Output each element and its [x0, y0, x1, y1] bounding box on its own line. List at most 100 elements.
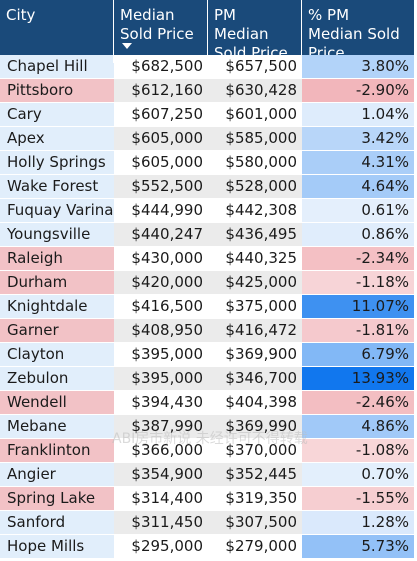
- cell-median-price: $311,450: [114, 511, 208, 534]
- table-row[interactable]: Fuquay Varina $444,990 $442,308 0.61%: [0, 199, 414, 223]
- table-row[interactable]: Pittsboro $612,160 $630,428 -2.90%: [0, 79, 414, 103]
- cell-city: Knightdale: [0, 295, 114, 318]
- table-row[interactable]: Raleigh $430,000 $440,325 -2.34%: [0, 247, 414, 271]
- column-header-median-label: Median Sold Price: [120, 6, 194, 43]
- cell-pct-pm-median: -1.55%: [302, 487, 414, 510]
- cell-city: Zebulon: [0, 367, 114, 390]
- table-row[interactable]: Spring Lake $314,400 $319,350 -1.55%: [0, 487, 414, 511]
- cell-pct-pm-median: -2.90%: [302, 79, 414, 102]
- cell-pct-pm-median: 11.07%: [302, 295, 414, 318]
- cell-city: Holly Springs: [0, 151, 114, 174]
- table-row[interactable]: Garner $408,950 $416,472 -1.81%: [0, 319, 414, 343]
- column-header-pm-median-label: PM Median Sold Price: [214, 6, 288, 62]
- table-row[interactable]: Zebulon $395,000 $346,700 13.93%: [0, 367, 414, 391]
- pct-value: -1.08%: [355, 441, 409, 459]
- cell-pct-pm-median: 0.86%: [302, 223, 414, 246]
- cell-median-price: $408,950: [114, 319, 208, 342]
- table-row[interactable]: Youngsville $440,247 $436,495 0.86%: [0, 223, 414, 247]
- cell-pct-pm-median: 3.80%: [302, 55, 414, 78]
- table-row[interactable]: Wake Forest $552,500 $528,000 4.64%: [0, 175, 414, 199]
- sort-descending-icon[interactable]: [122, 43, 132, 49]
- cell-median-price: $605,000: [114, 127, 208, 150]
- cell-pct-pm-median: 1.28%: [302, 511, 414, 534]
- pct-value: 0.86%: [361, 225, 409, 243]
- cell-pct-pm-median: -2.34%: [302, 247, 414, 270]
- cell-pct-pm-median: 4.64%: [302, 175, 414, 198]
- table-row[interactable]: Knightdale $416,500 $375,000 11.07%: [0, 295, 414, 319]
- table-row[interactable]: Durham $420,000 $425,000 -1.18%: [0, 271, 414, 295]
- table-row[interactable]: Clayton $395,000 $369,900 6.79%: [0, 343, 414, 367]
- cell-city: Durham: [0, 271, 114, 294]
- cell-pm-median-price: $346,700: [208, 367, 302, 390]
- pct-value: 13.93%: [351, 369, 409, 387]
- cell-city: Angier: [0, 463, 114, 486]
- cell-pm-median-price: $370,000: [208, 439, 302, 462]
- cell-median-price: $354,900: [114, 463, 208, 486]
- pct-value: -2.46%: [355, 393, 409, 411]
- cell-city: Hope Mills: [0, 535, 114, 558]
- table-row[interactable]: Holly Springs $605,000 $580,000 4.31%: [0, 151, 414, 175]
- pct-value: 0.61%: [361, 201, 409, 219]
- column-header-city-label: City: [6, 6, 36, 24]
- cell-city: Youngsville: [0, 223, 114, 246]
- cell-pm-median-price: $369,900: [208, 343, 302, 366]
- table-row[interactable]: Hope Mills $295,000 $279,000 5.73%: [0, 535, 414, 559]
- cell-city: Apex: [0, 127, 114, 150]
- table-row[interactable]: Sanford $311,450 $307,500 1.28%: [0, 511, 414, 535]
- cell-city: Sanford: [0, 511, 114, 534]
- cell-pct-pm-median: 4.86%: [302, 415, 414, 438]
- pct-value: -2.90%: [355, 81, 409, 99]
- cell-median-price: $552,500: [114, 175, 208, 198]
- cell-city: Clayton: [0, 343, 114, 366]
- table-row[interactable]: Mebane $387,990 $369,990 4.86%: [0, 415, 414, 439]
- table-row[interactable]: Wendell $394,430 $404,398 -2.46%: [0, 391, 414, 415]
- column-header-city[interactable]: City: [0, 0, 114, 63]
- table-row[interactable]: Apex $605,000 $585,000 3.42%: [0, 127, 414, 151]
- cell-city: Spring Lake: [0, 487, 114, 510]
- cell-pct-pm-median: 5.73%: [302, 535, 414, 558]
- pct-value: 3.80%: [361, 57, 409, 75]
- pct-value: -1.18%: [355, 273, 409, 291]
- pct-value: 1.04%: [361, 105, 409, 123]
- table-row[interactable]: Cary $607,250 $601,000 1.04%: [0, 103, 414, 127]
- table-row[interactable]: Franklinton $366,000 $370,000 -1.08%: [0, 439, 414, 463]
- pct-value: 3.42%: [361, 129, 409, 147]
- table-body: Chapel Hill $682,500 $657,500 3.80% Pittsbor…: [0, 55, 414, 559]
- cell-pm-median-price: $440,325: [208, 247, 302, 270]
- cell-median-price: $444,990: [114, 199, 208, 222]
- pct-value: -1.55%: [355, 489, 409, 507]
- cell-pm-median-price: $585,000: [208, 127, 302, 150]
- cell-median-price: $295,000: [114, 535, 208, 558]
- table-row[interactable]: Chapel Hill $682,500 $657,500 3.80%: [0, 55, 414, 79]
- cell-pct-pm-median: -2.46%: [302, 391, 414, 414]
- cell-city: Garner: [0, 319, 114, 342]
- pct-value: -2.34%: [355, 249, 409, 267]
- cell-pm-median-price: $425,000: [208, 271, 302, 294]
- table-header: City Median Sold Price PM Median Sold Pr…: [0, 0, 414, 63]
- cell-city: Mebane: [0, 415, 114, 438]
- pct-value: 4.86%: [361, 417, 409, 435]
- cell-city: Pittsboro: [0, 79, 114, 102]
- cell-median-price: $395,000: [114, 343, 208, 366]
- cell-city: Cary: [0, 103, 114, 126]
- pct-value: 0.70%: [361, 465, 409, 483]
- cell-pct-pm-median: -1.81%: [302, 319, 414, 342]
- cell-pm-median-price: $416,472: [208, 319, 302, 342]
- cell-pct-pm-median: 0.70%: [302, 463, 414, 486]
- column-header-pct-pm[interactable]: % PM Median Sold Price: [302, 0, 414, 63]
- table-row[interactable]: Angier $354,900 $352,445 0.70%: [0, 463, 414, 487]
- pct-value: 5.73%: [361, 537, 409, 555]
- column-header-median[interactable]: Median Sold Price: [114, 0, 208, 63]
- pct-value: 11.07%: [351, 297, 409, 315]
- cell-pm-median-price: $307,500: [208, 511, 302, 534]
- cell-pm-median-price: $436,495: [208, 223, 302, 246]
- cell-pm-median-price: $375,000: [208, 295, 302, 318]
- cell-median-price: $430,000: [114, 247, 208, 270]
- pct-value: 6.79%: [361, 345, 409, 363]
- cell-pct-pm-median: 4.31%: [302, 151, 414, 174]
- column-header-pm-median[interactable]: PM Median Sold Price: [208, 0, 302, 63]
- cell-pct-pm-median: 1.04%: [302, 103, 414, 126]
- cell-median-price: $387,990: [114, 415, 208, 438]
- cell-median-price: $612,160: [114, 79, 208, 102]
- cell-median-price: $366,000: [114, 439, 208, 462]
